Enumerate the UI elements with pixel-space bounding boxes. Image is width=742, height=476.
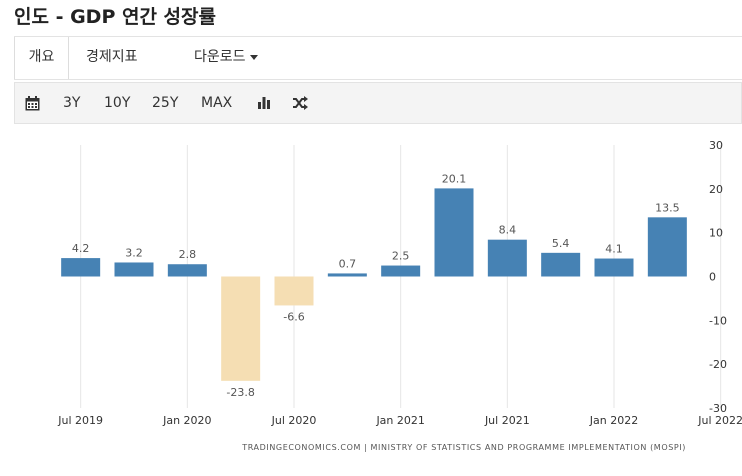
x-tick-label: Jan 2021 — [375, 414, 424, 427]
bar-value-label: 4.2 — [72, 242, 90, 255]
y-tick-label: -30 — [709, 402, 727, 415]
bar[interactable] — [114, 262, 154, 277]
bar[interactable] — [487, 239, 527, 277]
bar[interactable] — [594, 258, 634, 277]
chart-toolbar: 3Y 10Y 25Y MAX — [14, 82, 742, 124]
bar[interactable] — [274, 276, 314, 306]
y-tick-label: 10 — [709, 227, 723, 240]
bar-value-label: 0.7 — [339, 257, 357, 270]
gdp-growth-bar-chart: Jul 2019 Jan 2020 Jul 2020 Jan 2021 Jul 2021… — [57, 139, 742, 427]
source-credit: TRADINGECONOMICS.COM | MINISTRY OF STATI… — [242, 443, 686, 452]
bar-value-label: 4.1 — [605, 243, 623, 256]
bar[interactable] — [61, 258, 101, 277]
bar-value-label: 13.5 — [655, 201, 680, 214]
bar-value-label: 20.1 — [442, 172, 467, 185]
x-tick-label: Jul 2021 — [484, 414, 530, 427]
bar[interactable] — [541, 252, 581, 277]
bar-value-label: 2.5 — [392, 250, 410, 263]
bar[interactable] — [327, 273, 367, 277]
bar[interactable] — [647, 217, 687, 277]
y-tick-label: -10 — [709, 314, 727, 327]
x-tick-label: Jan 2020 — [162, 414, 211, 427]
bar-value-label: 2.8 — [179, 248, 197, 261]
bar[interactable] — [434, 188, 474, 277]
bar-value-label: 5.4 — [552, 237, 570, 250]
x-tick-label: Jul 2019 — [57, 414, 103, 427]
page-title: 인도 - GDP 연간 성장률 — [14, 6, 216, 28]
y-tick-label: 0 — [709, 271, 716, 284]
range-max-button[interactable]: MAX — [201, 95, 233, 111]
x-tick-label: Jul 2020 — [271, 414, 317, 427]
range-3y-button[interactable]: 3Y — [63, 95, 81, 111]
x-tick-label: Jan 2022 — [589, 414, 638, 427]
x-tick-label: Jul 2022 — [697, 414, 742, 427]
bar[interactable] — [381, 265, 421, 277]
tab-overview[interactable]: 개요 — [14, 37, 69, 79]
y-tick-label: 20 — [709, 183, 723, 196]
tab-bar: 개요 경제지표 다운로드 — [14, 36, 742, 80]
range-10y-button[interactable]: 10Y — [104, 95, 131, 111]
bar-chart-icon[interactable] — [257, 83, 271, 123]
caret-down-icon — [249, 54, 258, 60]
calendar-icon[interactable] — [25, 83, 40, 123]
bar-value-label: 8.4 — [499, 224, 517, 237]
tab-indicators[interactable]: 경제지표 — [86, 49, 138, 65]
bar-value-label: -23.8 — [226, 386, 254, 399]
chart-area: Jul 2019 Jan 2020 Jul 2020 Jan 2021 Jul 2021… — [14, 128, 742, 468]
y-tick-label: 30 — [709, 139, 723, 152]
shuffle-icon[interactable] — [292, 83, 308, 123]
bar-value-label: -6.6 — [283, 310, 304, 323]
y-tick-label: -20 — [709, 358, 727, 371]
bar[interactable] — [221, 276, 261, 381]
range-25y-button[interactable]: 25Y — [152, 95, 179, 111]
bar-value-label: 3.2 — [125, 246, 143, 259]
tab-download[interactable]: 다운로드 — [194, 37, 258, 79]
tab-download-label: 다운로드 — [194, 49, 246, 65]
bar[interactable] — [167, 264, 207, 277]
